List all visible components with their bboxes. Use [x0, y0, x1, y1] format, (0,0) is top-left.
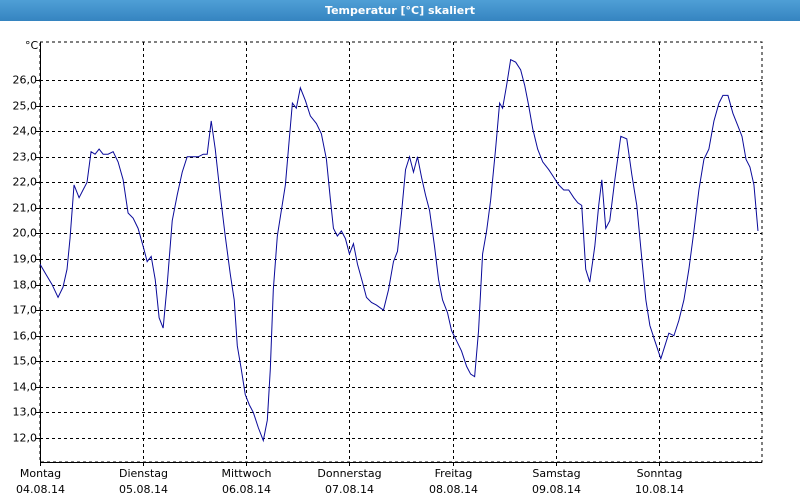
x-tick-label: Dienstag 05.08.14	[118, 467, 169, 496]
y-tick-label: 20,0	[13, 227, 38, 240]
y-tick-label: 12,0	[13, 432, 38, 445]
y-tick-label: 21,0	[13, 202, 38, 215]
y-tick-label: 15,0	[13, 355, 38, 368]
x-tick-label: Mittwoch 06.08.14	[221, 467, 272, 496]
x-tick-label: Sonntag 10.08.14	[635, 467, 684, 496]
plot-border	[39, 41, 763, 463]
y-tick-label: 26,0	[13, 74, 38, 87]
y-unit: °C	[25, 39, 39, 52]
y-tick-label: 13,0	[13, 406, 38, 419]
y-tick-label: 25,0	[13, 100, 38, 113]
x-tick-label: Samstag 09.08.14	[532, 467, 581, 496]
x-tick-label: Freitag 08.08.14	[429, 467, 478, 496]
y-tick-label: 16,0	[13, 330, 38, 343]
x-tick-label: Montag 04.08.14	[16, 467, 65, 496]
y-tick-label: 19,0	[13, 253, 38, 266]
y-tick-label: 17,0	[13, 304, 38, 317]
title-bar: Temperatur [°C] skaliert	[0, 0, 800, 21]
y-tick-label: 14,0	[13, 381, 38, 394]
y-tick-label: 18,0	[13, 279, 38, 292]
y-tick-label: 23,0	[13, 151, 38, 164]
y-tick-label: 22,0	[13, 176, 38, 189]
y-tick-label: 24,0	[13, 125, 38, 138]
x-tick-label: Donnerstag 07.08.14	[317, 467, 382, 496]
temperature-line	[39, 58, 759, 443]
